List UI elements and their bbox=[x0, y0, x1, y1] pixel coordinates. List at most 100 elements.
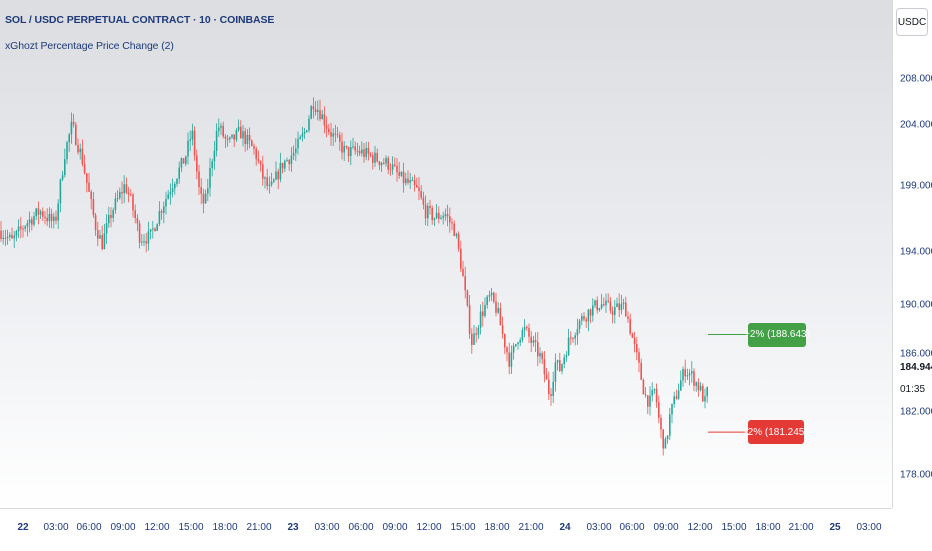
candle-body bbox=[297, 138, 299, 149]
candle-body bbox=[517, 342, 519, 345]
time-tick-label: 21:00 bbox=[518, 522, 544, 533]
candle-body bbox=[114, 198, 117, 211]
candle-body bbox=[453, 223, 455, 236]
time-tick-label: 12:00 bbox=[687, 522, 713, 533]
time-tick-label: 15:00 bbox=[721, 522, 747, 533]
time-tick-label: 03:00 bbox=[586, 522, 612, 533]
candle-body bbox=[578, 320, 581, 329]
candle-body bbox=[121, 191, 123, 194]
candle-body bbox=[651, 390, 653, 396]
candle-body bbox=[675, 396, 678, 399]
candle-body bbox=[246, 134, 249, 145]
candle-body bbox=[99, 235, 101, 239]
candle-body bbox=[427, 205, 429, 219]
candle-body bbox=[398, 172, 400, 176]
candle-body bbox=[17, 226, 20, 232]
chart-area[interactable] bbox=[0, 0, 892, 508]
candle-body bbox=[301, 133, 304, 137]
candle-body bbox=[464, 276, 466, 291]
candle-body bbox=[277, 171, 279, 180]
candlestick-chart[interactable] bbox=[0, 0, 892, 508]
candle-body bbox=[402, 171, 405, 184]
candle-body bbox=[138, 223, 141, 243]
candle-body bbox=[97, 229, 99, 239]
candle-body bbox=[202, 193, 205, 204]
candle-body bbox=[561, 364, 563, 372]
time-tick-label: 18:00 bbox=[212, 522, 238, 533]
candle-body bbox=[673, 396, 675, 404]
candle-body bbox=[321, 114, 323, 120]
candle-body bbox=[105, 223, 108, 234]
candle-body bbox=[209, 167, 211, 189]
candle-body bbox=[629, 318, 631, 334]
candle-body bbox=[706, 387, 708, 397]
candle-body bbox=[396, 165, 398, 173]
candle-body bbox=[598, 308, 601, 311]
candle-body bbox=[455, 233, 458, 236]
candle-body bbox=[523, 327, 526, 331]
candle-body bbox=[57, 203, 59, 221]
candle-body bbox=[466, 290, 469, 306]
candle-body bbox=[242, 131, 244, 139]
candle-body bbox=[576, 328, 579, 336]
currency-button[interactable]: USDC bbox=[896, 8, 928, 36]
candle-body bbox=[176, 178, 178, 184]
candle-body bbox=[697, 382, 700, 391]
candle-body bbox=[376, 152, 378, 162]
candle-body bbox=[644, 394, 647, 396]
candle-body bbox=[145, 241, 147, 244]
candle-body bbox=[257, 159, 260, 161]
time-tick-label: 12:00 bbox=[416, 522, 442, 533]
candle-body bbox=[682, 369, 684, 381]
candle-body bbox=[88, 182, 90, 192]
candle-body bbox=[510, 352, 513, 367]
candle-body bbox=[556, 360, 559, 363]
candle-body bbox=[130, 194, 132, 196]
candle-body bbox=[420, 191, 422, 198]
candle-body bbox=[378, 161, 381, 166]
time-tick-label: 21:00 bbox=[788, 522, 814, 533]
time-tick-label: 15:00 bbox=[178, 522, 204, 533]
price-tick-label: 208.000 bbox=[900, 73, 932, 85]
candle-body bbox=[486, 296, 488, 305]
candle-body bbox=[497, 308, 499, 313]
candle-body bbox=[180, 158, 183, 168]
candle-body bbox=[330, 132, 332, 137]
candle-body bbox=[365, 147, 367, 157]
candle-body bbox=[226, 138, 229, 140]
candle-body bbox=[440, 217, 442, 219]
candle-body bbox=[587, 309, 590, 322]
candle-body bbox=[127, 192, 130, 195]
candle-body bbox=[334, 133, 337, 135]
candle-body bbox=[262, 164, 264, 179]
time-axis[interactable] bbox=[0, 508, 892, 551]
candle-body bbox=[44, 216, 46, 218]
time-tick-label: 06:00 bbox=[76, 522, 102, 533]
symbol-title[interactable]: SOL / USDC PERPETUAL CONTRACT · 10 · COI… bbox=[5, 14, 275, 26]
candle-body bbox=[306, 130, 308, 132]
candle-body bbox=[37, 208, 40, 215]
candle-body bbox=[352, 146, 354, 148]
price-axis[interactable] bbox=[892, 0, 932, 550]
candle-body bbox=[279, 162, 282, 180]
candle-body bbox=[605, 300, 607, 306]
candle-body bbox=[167, 194, 169, 199]
candle-body bbox=[319, 110, 321, 120]
candle-body bbox=[446, 214, 449, 217]
price-tick-label: 178.000 bbox=[900, 469, 932, 481]
candle-body bbox=[119, 191, 121, 198]
candle-body bbox=[171, 188, 174, 193]
candle-body bbox=[383, 162, 385, 164]
candle-body bbox=[493, 292, 495, 302]
candle-body bbox=[515, 344, 517, 346]
candle-body bbox=[160, 211, 163, 213]
indicator-title[interactable]: xGhozt Percentage Price Change (2) bbox=[5, 40, 174, 52]
candle-body bbox=[594, 300, 596, 306]
candle-body bbox=[462, 268, 464, 277]
candle-body bbox=[39, 211, 42, 215]
time-tick-label: 09:00 bbox=[110, 522, 136, 533]
time-tick-label: 09:00 bbox=[653, 522, 679, 533]
candle-body bbox=[572, 338, 574, 340]
candle-body bbox=[339, 135, 341, 142]
candle-body bbox=[237, 126, 240, 130]
